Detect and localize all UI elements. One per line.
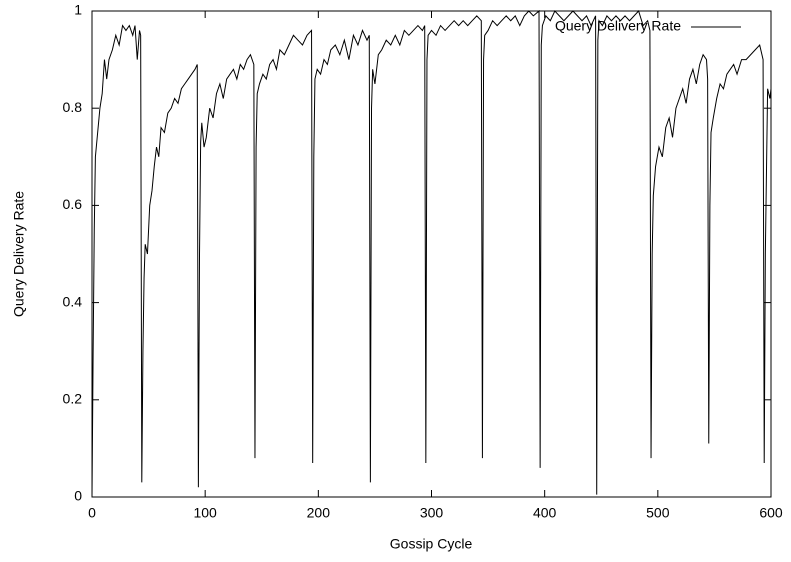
y-tick-label: 0.4 — [63, 293, 83, 309]
x-tick-label: 0 — [88, 505, 96, 521]
series-line — [91, 9, 772, 498]
y-tick-label: 0.2 — [63, 391, 83, 407]
x-tick-label: 200 — [307, 505, 331, 521]
y-tick-label: 0.6 — [63, 196, 83, 212]
x-tick-label: 100 — [193, 505, 217, 521]
plot-frame — [91, 10, 772, 498]
y-tick-label: 0 — [74, 488, 82, 504]
y-tick-label: 1 — [74, 2, 82, 18]
x-tick-label: 500 — [646, 505, 670, 521]
x-axis-label: Gossip Cycle — [390, 536, 473, 552]
x-tick-label: 300 — [420, 505, 444, 521]
y-axis-label: Query Delivery Rate — [11, 191, 27, 317]
x-tick-label: 600 — [759, 505, 783, 521]
x-tick-label: 400 — [533, 505, 557, 521]
y-tick-label: 0.8 — [63, 99, 83, 115]
legend-label: Query Delivery Rate — [555, 18, 681, 34]
